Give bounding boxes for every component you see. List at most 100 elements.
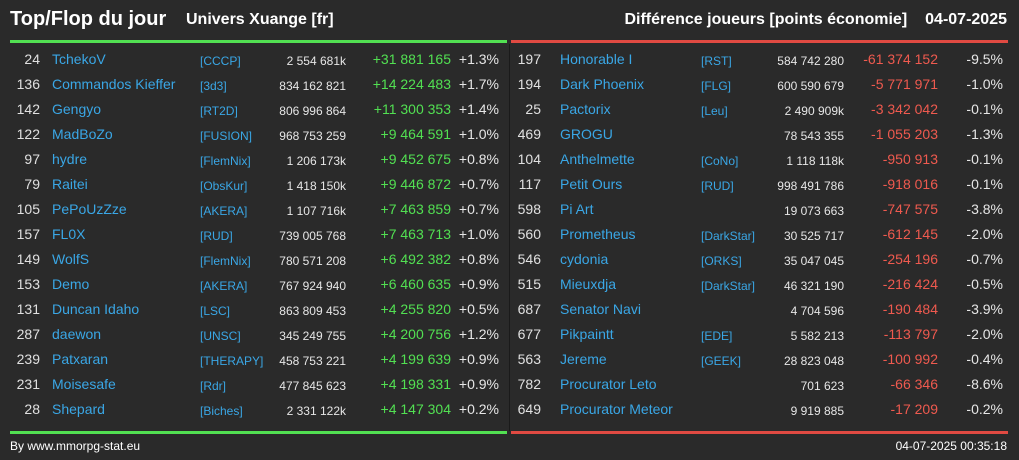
player-name-link[interactable]: Patxaran: [52, 351, 109, 367]
player-rank: 79: [24, 176, 40, 192]
column-divider: [509, 44, 510, 431]
player-name-link[interactable]: cydonia: [560, 251, 609, 267]
alliance-tag-link[interactable]: [CCCP]: [200, 54, 241, 68]
player-name-link[interactable]: GROGU: [560, 126, 613, 142]
player-name-link[interactable]: Demo: [52, 276, 90, 292]
percent-change: -0.1%: [966, 176, 1003, 192]
points-difference: -1 055 203: [871, 126, 938, 142]
player-name-link[interactable]: WolfS: [52, 251, 90, 267]
alliance-tag-link[interactable]: [FlemNix]: [200, 154, 251, 168]
points-difference: -918 016: [882, 176, 938, 192]
player-name-link[interactable]: Shepard: [52, 401, 105, 417]
points-difference: +9 446 872: [380, 176, 451, 192]
player-name-link[interactable]: Procurator Meteor: [560, 401, 673, 417]
table-row: 131 Duncan Idaho [LSC] 863 809 453 +4 255 82…: [10, 297, 507, 322]
player-name-link[interactable]: daewon: [52, 326, 102, 342]
alliance-tag-link[interactable]: [Rdr]: [200, 379, 227, 393]
player-rank: 104: [517, 151, 541, 167]
table-row: 687 Senator Navi 4 704 596 -190 484 -3.9%: [511, 297, 1008, 322]
top-gain-bar: [10, 40, 507, 43]
player-points: 35 047 045: [783, 254, 844, 268]
player-name-link[interactable]: Moisesafe: [52, 376, 116, 392]
alliance-tag-link[interactable]: [DarkStar]: [701, 279, 756, 293]
player-rank: 598: [517, 201, 541, 217]
player-name-link[interactable]: Anthelmette: [560, 151, 635, 167]
player-name-link[interactable]: Honorable I: [560, 51, 633, 67]
points-difference: +4 200 756: [380, 326, 451, 342]
player-name-link[interactable]: Gengyo: [52, 101, 102, 117]
points-difference: -3 342 042: [871, 101, 938, 117]
top-loss-bar: [511, 40, 1008, 43]
alliance-tag-link[interactable]: [THERAPY]: [200, 354, 264, 368]
alliance-tag-link[interactable]: [AKERA]: [200, 279, 248, 293]
alliance-tag-link[interactable]: [Biches]: [200, 404, 243, 418]
alliance-tag-link[interactable]: [ORKS]: [701, 254, 742, 268]
player-name-link[interactable]: PePoUzZze: [52, 201, 127, 217]
player-rank: 677: [517, 326, 541, 342]
player-name-link[interactable]: Raitei: [52, 176, 88, 192]
alliance-tag-link[interactable]: [FUSION]: [200, 129, 253, 143]
player-points: 2 331 122k: [286, 404, 346, 418]
footer-credit-link[interactable]: By www.mmorpg-stat.eu: [10, 439, 141, 453]
player-name-link[interactable]: Mieuxdja: [560, 276, 617, 292]
points-difference: +14 224 483: [372, 76, 451, 92]
player-name-link[interactable]: TchekoV: [52, 51, 106, 67]
player-name-link[interactable]: Pi Art: [560, 201, 594, 217]
alliance-tag-link[interactable]: [DarkStar]: [701, 229, 756, 243]
alliance-tag-link[interactable]: [GEEK]: [701, 354, 742, 368]
alliance-tag-link[interactable]: [LSC]: [200, 304, 231, 318]
player-name-link[interactable]: Jereme: [560, 351, 607, 367]
points-difference: -254 196: [882, 251, 938, 267]
player-name-link[interactable]: Pikpaintt: [560, 326, 614, 342]
alliance-tag-link[interactable]: [RUD]: [200, 229, 233, 243]
alliance-tag-link[interactable]: [EDE]: [701, 329, 733, 343]
alliance-tag-link[interactable]: [UNSC]: [200, 329, 241, 343]
player-points: 30 525 717: [783, 229, 844, 243]
player-name-link[interactable]: Pactorix: [560, 101, 611, 117]
alliance-tag-link[interactable]: [AKERA]: [200, 204, 248, 218]
player-rank: 24: [24, 51, 40, 67]
player-name-link[interactable]: hydre: [52, 151, 88, 167]
table-row: 469 GROGU 78 543 355 -1 055 203 -1.3%: [511, 122, 1008, 147]
points-difference: -66 346: [890, 376, 938, 392]
player-points: 701 623: [800, 379, 844, 393]
player-name-link[interactable]: Commandos Kieffer: [52, 76, 176, 92]
table-row: 677 Pikpaintt [EDE] 5 582 213 -113 797 -2.0%: [511, 322, 1008, 347]
points-difference: -17 209: [890, 401, 938, 417]
alliance-tag-link[interactable]: [ObsKur]: [200, 179, 248, 193]
alliance-tag-link[interactable]: [Leu]: [701, 104, 728, 118]
player-name-link[interactable]: Dark Phoenix: [560, 76, 645, 92]
player-name-link[interactable]: FL0X: [52, 226, 86, 242]
percent-change: -3.9%: [966, 301, 1003, 317]
alliance-tag-link[interactable]: [FlemNix]: [200, 254, 251, 268]
top-players-panel: 24 TchekoV [CCCP] 2 554 681k +31 881 165 +1.3…: [10, 47, 507, 422]
points-difference: +4 199 639: [380, 351, 451, 367]
player-points: 458 753 221: [279, 354, 346, 368]
player-name-link[interactable]: Senator Navi: [560, 301, 641, 317]
points-difference: +9 464 591: [380, 126, 451, 142]
table-row: 194 Dark Phoenix [FLG] 600 590 679 -5 771 97…: [511, 72, 1008, 97]
table-row: 197 Honorable I [RST] 584 742 280 -61 374 15…: [511, 47, 1008, 72]
alliance-tag-link[interactable]: [RUD]: [701, 179, 734, 193]
points-difference: -113 797: [883, 326, 938, 342]
player-rank: 546: [517, 251, 541, 267]
player-name-link[interactable]: Procurator Leto: [560, 376, 657, 392]
player-name-link[interactable]: Petit Ours: [560, 176, 623, 192]
player-rank: 25: [525, 101, 541, 117]
player-rank: 131: [16, 301, 40, 317]
percent-change: +0.9%: [458, 351, 499, 367]
alliance-tag-link[interactable]: [RST]: [701, 54, 732, 68]
alliance-tag-link[interactable]: [3d3]: [200, 79, 227, 93]
player-name-link[interactable]: MadBoZo: [52, 126, 113, 142]
player-points: 806 996 864: [279, 104, 346, 118]
player-rank: 117: [518, 176, 541, 192]
points-difference: +7 463 859: [380, 201, 451, 217]
percent-change: -8.6%: [966, 376, 1003, 392]
alliance-tag-link[interactable]: [FLG]: [701, 79, 732, 93]
player-rank: 28: [24, 401, 40, 417]
player-name-link[interactable]: Prometheus: [560, 226, 636, 242]
player-rank: 649: [517, 401, 541, 417]
alliance-tag-link[interactable]: [CoNo]: [701, 154, 739, 168]
alliance-tag-link[interactable]: [RT2D]: [200, 104, 238, 118]
player-name-link[interactable]: Duncan Idaho: [52, 301, 140, 317]
